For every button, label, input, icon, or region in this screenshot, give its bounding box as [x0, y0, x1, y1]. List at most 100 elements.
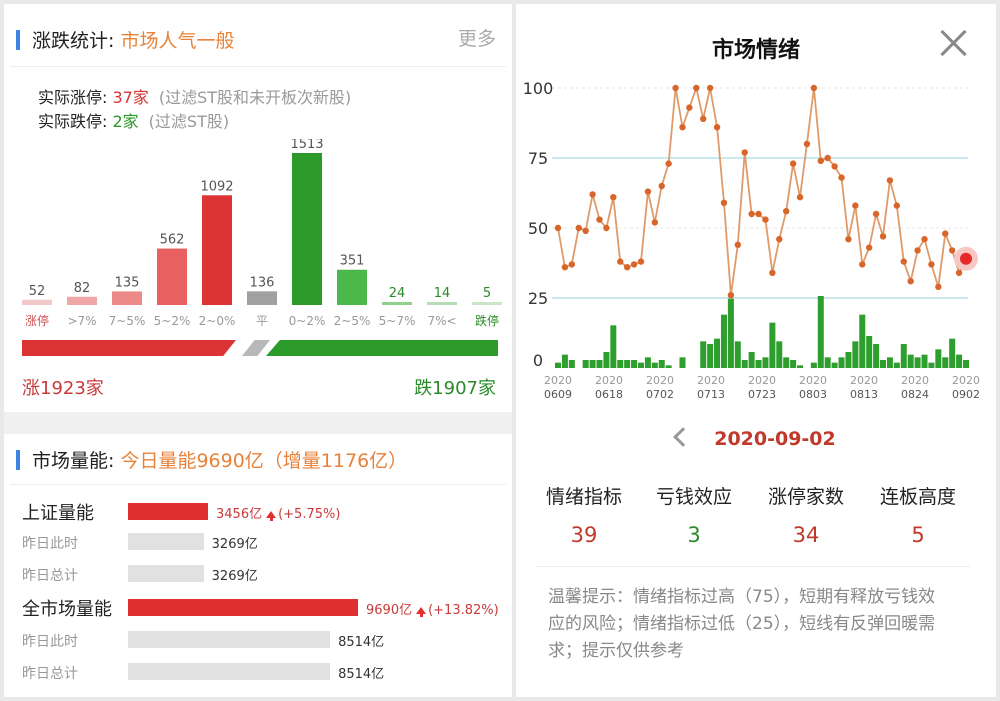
- volume-row: 上证量能 3456亿 (+5.75%): [22, 500, 502, 524]
- more-link[interactable]: 更多: [457, 28, 496, 50]
- sentiment-point: [589, 191, 596, 198]
- volume-bar: [128, 503, 208, 520]
- sentiment-chart[interactable]: 1007550250202006092020061820200702202007…: [516, 74, 996, 404]
- activity-bar: [769, 322, 776, 368]
- x-tick-date: 0902: [952, 388, 980, 401]
- limit-down-line: 实际跌停: 2家 (过滤ST股): [38, 108, 229, 132]
- activity-bar: [776, 341, 783, 368]
- sentiment-point: [914, 247, 921, 254]
- close-icon[interactable]: [938, 28, 968, 58]
- bar-value-label: 1513: [290, 139, 323, 152]
- activity-bar: [665, 365, 672, 368]
- sentiment-point: [783, 208, 790, 215]
- bar-value-label: 82: [74, 281, 91, 296]
- sentiment-point: [893, 202, 901, 209]
- metric-board-height: 连板高度 5: [858, 482, 978, 547]
- arrow-stem: [420, 611, 424, 617]
- activity-bar: [617, 360, 624, 368]
- x-tick-year: 2020: [595, 374, 623, 387]
- volume-value: 8514亿: [338, 631, 384, 650]
- activity-bar: [873, 344, 880, 368]
- activity-bar: [859, 314, 866, 368]
- activity-bar: [949, 338, 956, 368]
- bar-category-label: 5~2%: [154, 314, 191, 328]
- volume-section-title: 市场量能: 今日量能9690亿（增量1176亿）: [16, 446, 407, 473]
- sentiment-point: [679, 124, 686, 131]
- section-marker: [16, 450, 20, 470]
- metric-label: 连板高度: [879, 486, 956, 508]
- x-tick-year: 2020: [799, 374, 827, 387]
- activity-bar: [700, 341, 707, 368]
- y-tick-label: 50: [528, 219, 548, 238]
- metric-label: 亏钱效应: [655, 486, 732, 508]
- divider: [10, 484, 506, 485]
- activity-bar: [568, 360, 575, 368]
- activity-bar: [852, 341, 859, 368]
- y-tick-label: 0: [533, 351, 543, 370]
- sentiment-point: [713, 124, 721, 131]
- metric-label: 情绪指标: [545, 486, 622, 508]
- x-tick-date: 0713: [697, 388, 725, 401]
- bar-value-label: 135: [115, 275, 140, 290]
- selected-date[interactable]: 2020-09-02: [714, 428, 836, 450]
- volume-row-label: 昨日此时: [22, 634, 78, 650]
- activity-bar: [561, 354, 568, 368]
- volume-change: (+13.82%): [428, 603, 499, 618]
- flat-share-segment: [242, 340, 270, 356]
- sentiment-point: [852, 202, 859, 209]
- x-tick-year: 2020: [544, 374, 572, 387]
- activity-bar: [762, 357, 769, 368]
- sentiment-point: [845, 236, 852, 243]
- volume-value-text: 3269亿: [211, 537, 258, 552]
- date-navigator: 2020-09-02: [516, 427, 996, 450]
- bar-category-label: 2~0%: [199, 314, 236, 328]
- activity-bar: [893, 362, 900, 368]
- bar-category-label: >7%: [67, 314, 96, 328]
- sentiment-point: [630, 261, 638, 268]
- sentiment-point: [796, 194, 804, 201]
- activity-bar: [866, 336, 873, 368]
- activity-bar: [956, 354, 963, 368]
- divider: [10, 66, 506, 67]
- sentiment-point: [651, 219, 659, 226]
- bar-category-label: 涨停: [25, 313, 49, 328]
- sentiment-point: [755, 210, 762, 218]
- distribution-bar: [67, 296, 97, 305]
- sentiment-point: [865, 244, 873, 251]
- volume-today-text: 今日量能9690亿（增量1176亿）: [120, 450, 408, 472]
- activity-bar: [707, 344, 714, 368]
- activity-bar: [921, 354, 928, 368]
- metric-value: 3: [687, 523, 701, 547]
- volume-value: 3269亿: [212, 565, 258, 584]
- sentiment-point: [935, 283, 942, 290]
- volume-value: 9690亿 (+13.82%): [366, 599, 499, 618]
- sentiment-point: [948, 247, 956, 254]
- sentiment-point: [838, 174, 845, 181]
- sentiment-point: [803, 140, 811, 148]
- volume-value: 3269亿: [212, 533, 258, 552]
- sentiment-point: [955, 269, 963, 276]
- bar-category-label: 7%<: [427, 314, 456, 328]
- activity-bar: [963, 360, 969, 368]
- sentiment-point: [921, 236, 928, 243]
- volume-bar: [128, 533, 204, 550]
- sentiment-point: [879, 233, 887, 240]
- chevron-left-icon[interactable]: [673, 427, 694, 447]
- activity-bar: [644, 357, 651, 368]
- stats-section-title: 涨跌统计: 市场人气一般: [16, 26, 234, 53]
- up-share-segment: [22, 340, 236, 356]
- arrow-up-icon: [266, 511, 277, 518]
- activity-bar: [907, 354, 914, 368]
- activity-bar: [824, 357, 831, 368]
- x-tick-date: 0723: [748, 388, 776, 401]
- activity-bar: [942, 357, 949, 368]
- distribution-bar: [157, 248, 187, 305]
- sentiment-point: [637, 258, 645, 265]
- bar-category-label: 2~5%: [334, 314, 371, 328]
- x-tick-year: 2020: [952, 374, 980, 387]
- bar-value-label: 562: [160, 233, 185, 248]
- activity-bar: [797, 365, 804, 368]
- x-tick-date: 0609: [544, 388, 572, 401]
- activity-bar: [810, 362, 817, 368]
- volume-row-label: 全市场量能: [22, 599, 112, 620]
